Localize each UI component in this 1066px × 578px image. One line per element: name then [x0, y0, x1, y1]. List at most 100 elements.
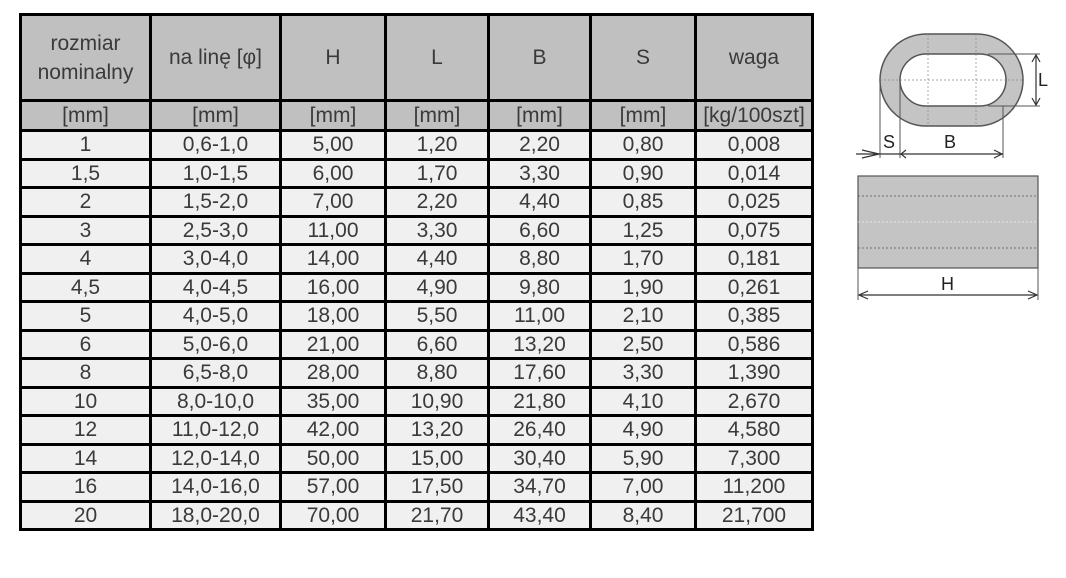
table-row-rope-diameter: 14,0-16,0 — [149, 471, 282, 503]
table-row: 5 4,0-5,0 18,00 5,50 11,00 2,10 0,385 — [19, 300, 814, 332]
table-row: 8 6,5-8,0 28,00 8,80 17,60 3,30 1,390 — [19, 357, 814, 389]
table-row-h: 5,00 — [279, 129, 387, 161]
units-row-l: [mm] — [384, 99, 490, 132]
table-row-b: 11,00 — [487, 300, 592, 332]
table-row-s: 1,90 — [589, 271, 697, 303]
table-row-l: 1,70 — [384, 157, 490, 189]
table-row: 4,5 4,0-4,5 16,00 4,90 9,80 1,90 0,261 — [19, 271, 814, 303]
table-row-weight: 0,586 — [694, 328, 814, 360]
table-row-size: 6 — [19, 328, 152, 360]
header-row-h: H — [279, 13, 387, 102]
table-row-h: 42,00 — [279, 414, 387, 446]
table-row-l: 5,50 — [384, 300, 490, 332]
table-row: 3 2,5-3,0 11,00 3,30 6,60 1,25 0,075 — [19, 214, 814, 246]
table-row-s: 3,30 — [589, 357, 697, 389]
table-row-rope-diameter: 18,0-20,0 — [149, 499, 282, 531]
table-row-b: 21,80 — [487, 385, 592, 417]
table-row-h: 57,00 — [279, 471, 387, 503]
table-row-l: 2,20 — [384, 186, 490, 218]
table-row: 1,5 1,0-1,5 6,00 1,70 3,30 0,90 0,014 — [19, 157, 814, 189]
table-row-l: 10,90 — [384, 385, 490, 417]
table-row-rope-diameter: 0,6-1,0 — [149, 129, 282, 161]
table-row-s: 2,50 — [589, 328, 697, 360]
units-row-s: [mm] — [589, 99, 697, 132]
table-row-weight: 2,670 — [694, 385, 814, 417]
table-row-rope-diameter: 12,0-14,0 — [149, 442, 282, 474]
table-row-size: 1,5 — [19, 157, 152, 189]
table-row-s: 4,10 — [589, 385, 697, 417]
label-B: B — [944, 132, 956, 152]
header-row-l: L — [384, 13, 490, 102]
table-row-b: 13,20 — [487, 328, 592, 360]
table-row-l: 3,30 — [384, 214, 490, 246]
table-row-l: 13,20 — [384, 414, 490, 446]
table-row-h: 7,00 — [279, 186, 387, 218]
table-row-b: 6,60 — [487, 214, 592, 246]
table-row-weight: 4,580 — [694, 414, 814, 446]
table-row-weight: 0,181 — [694, 243, 814, 275]
table-row-size: 16 — [19, 471, 152, 503]
table-row-l: 17,50 — [384, 471, 490, 503]
table-row-h: 16,00 — [279, 271, 387, 303]
table-row-rope-diameter: 4,0-5,0 — [149, 300, 282, 332]
table-row-l: 21,70 — [384, 499, 490, 531]
units-row-rope-diameter: [mm] — [149, 99, 282, 132]
units-row-weight: [kg/100szt] — [694, 99, 814, 132]
header-row-s: S — [589, 13, 697, 102]
table-row-weight: 0,014 — [694, 157, 814, 189]
table-row-s: 5,90 — [589, 442, 697, 474]
table-row-size: 3 — [19, 214, 152, 246]
table-row-b: 26,40 — [487, 414, 592, 446]
table-row-l: 8,80 — [384, 357, 490, 389]
table-row-weight: 0,075 — [694, 214, 814, 246]
table-row-h: 11,00 — [279, 214, 387, 246]
table-row-size: 1 — [19, 129, 152, 161]
table-row-size: 10 — [19, 385, 152, 417]
table-row-l: 15,00 — [384, 442, 490, 474]
table-row-b: 9,80 — [487, 271, 592, 303]
header-row-weight: waga — [694, 13, 814, 102]
table-row: 16 14,0-16,0 57,00 17,50 34,70 7,00 11,200 — [19, 471, 814, 503]
table-row-b: 8,80 — [487, 243, 592, 275]
table-row-l: 4,40 — [384, 243, 490, 275]
table-row: 12 11,0-12,0 42,00 13,20 26,40 4,90 4,580 — [19, 414, 814, 446]
header-row-size: rozmiar nominalny — [19, 13, 152, 102]
label-L: L — [1038, 70, 1048, 90]
cross-section-view: L S B — [856, 33, 1048, 159]
table-row-size: 5 — [19, 300, 152, 332]
table-row-size: 14 — [19, 442, 152, 474]
table-row-l: 6,60 — [384, 328, 490, 360]
table-row: 2 1,5-2,0 7,00 2,20 4,40 0,85 0,025 — [19, 186, 814, 218]
side-view: H — [857, 175, 1039, 300]
table-row-rope-diameter: 3,0-4,0 — [149, 243, 282, 275]
table-row-size: 4,5 — [19, 271, 152, 303]
table-row-b: 30,40 — [487, 442, 592, 474]
table-row-size: 4 — [19, 243, 152, 275]
table-row-s: 1,70 — [589, 243, 697, 275]
table-row-size: 2 — [19, 186, 152, 218]
table-row-s: 1,25 — [589, 214, 697, 246]
units-row-b: [mm] — [487, 99, 592, 132]
table-row-rope-diameter: 8,0-10,0 — [149, 385, 282, 417]
table-row-b: 2,20 — [487, 129, 592, 161]
table-row-b: 3,30 — [487, 157, 592, 189]
table-row-weight: 0,385 — [694, 300, 814, 332]
table-row-l: 1,20 — [384, 129, 490, 161]
table-row-h: 35,00 — [279, 385, 387, 417]
table-row-s: 0,80 — [589, 129, 697, 161]
table-row: 4 3,0-4,0 14,00 4,40 8,80 1,70 0,181 — [19, 243, 814, 275]
table-row-b: 17,60 — [487, 357, 592, 389]
table-row-b: 4,40 — [487, 186, 592, 218]
table-row-rope-diameter: 1,0-1,5 — [149, 157, 282, 189]
units-row-size: [mm] — [19, 99, 152, 132]
table-row-weight: 21,700 — [694, 499, 814, 531]
table-row: 10 8,0-10,0 35,00 10,90 21,80 4,10 2,670 — [19, 385, 814, 417]
table-row-h: 18,00 — [279, 300, 387, 332]
table-row-h: 14,00 — [279, 243, 387, 275]
table-row-s: 8,40 — [589, 499, 697, 531]
table-row: 20 18,0-20,0 70,00 21,70 43,40 8,40 21,700 — [19, 499, 814, 531]
table-row-rope-diameter: 1,5-2,0 — [149, 186, 282, 218]
table-row-weight: 1,390 — [694, 357, 814, 389]
table-row: 6 5,0-6,0 21,00 6,60 13,20 2,50 0,586 — [19, 328, 814, 360]
